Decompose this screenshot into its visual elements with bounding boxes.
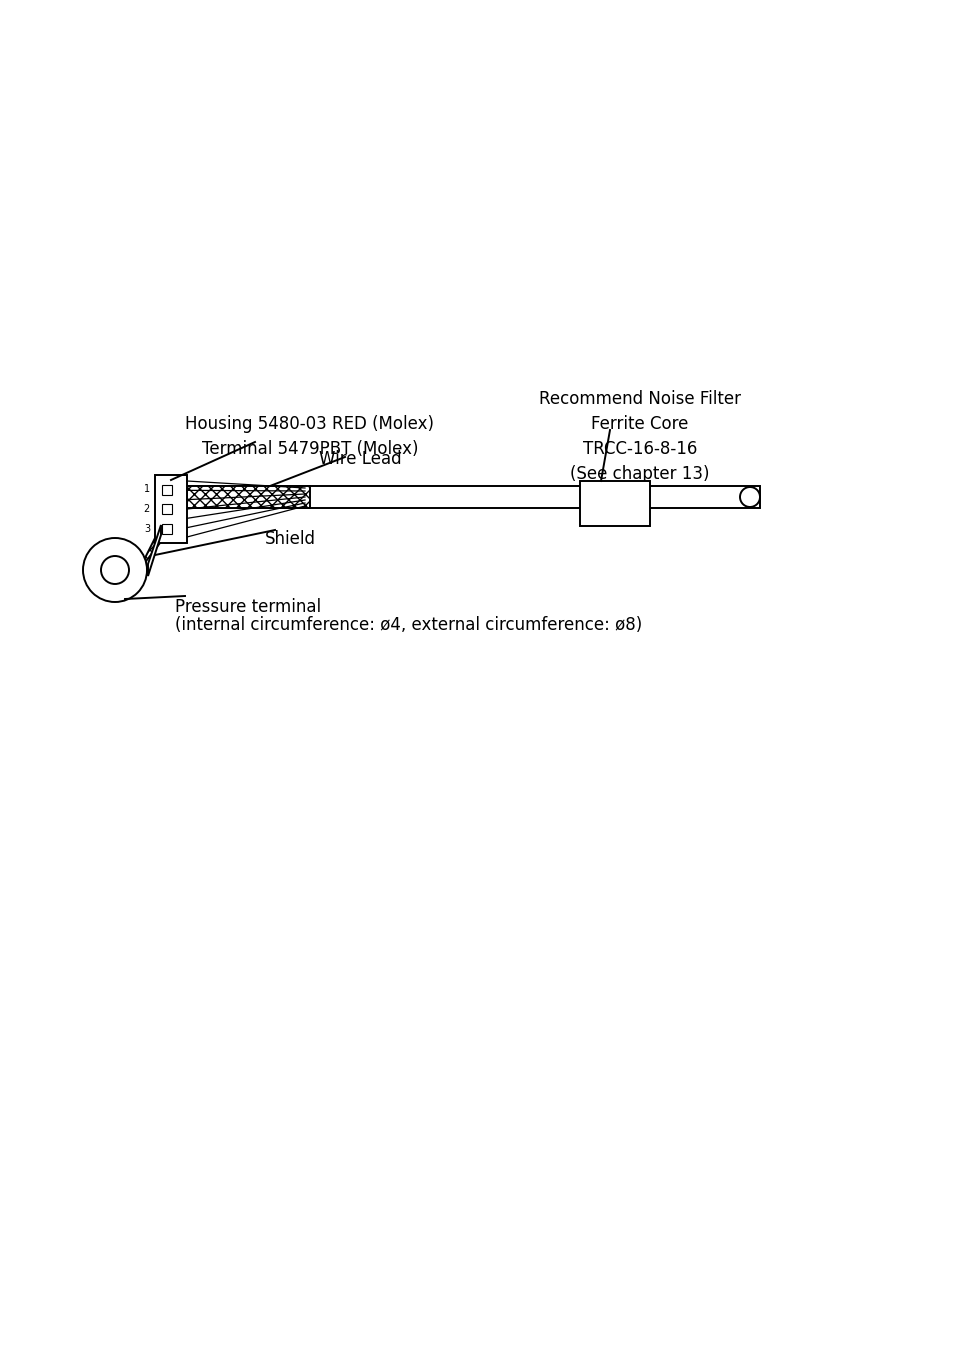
Bar: [187, 485, 760, 508]
Bar: [162, 484, 172, 495]
Polygon shape: [132, 529, 160, 579]
Text: (internal circumference: ø4, external circumference: ø8): (internal circumference: ø4, external ci…: [174, 617, 641, 634]
Circle shape: [101, 556, 129, 584]
Text: Wire Lead: Wire Lead: [318, 450, 401, 468]
Bar: [579, 481, 649, 526]
Text: Shield: Shield: [264, 530, 315, 548]
Text: Recommend Noise Filter
Ferrite Core
TRCC-16-8-16
(See chapter 13): Recommend Noise Filter Ferrite Core TRCC…: [538, 389, 740, 483]
Polygon shape: [187, 485, 310, 508]
Text: Housing 5480-03 RED (Molex)
Terminal 5479PBT (Molex): Housing 5480-03 RED (Molex) Terminal 547…: [185, 415, 434, 458]
Circle shape: [740, 487, 760, 507]
Bar: [162, 523, 172, 534]
Bar: [162, 504, 172, 514]
Polygon shape: [148, 525, 161, 576]
Text: 2: 2: [144, 504, 150, 514]
Text: 1: 1: [144, 484, 150, 495]
Circle shape: [83, 538, 147, 602]
Bar: [154, 475, 187, 544]
Text: 3: 3: [144, 523, 150, 534]
Text: Pressure terminal: Pressure terminal: [174, 598, 321, 617]
